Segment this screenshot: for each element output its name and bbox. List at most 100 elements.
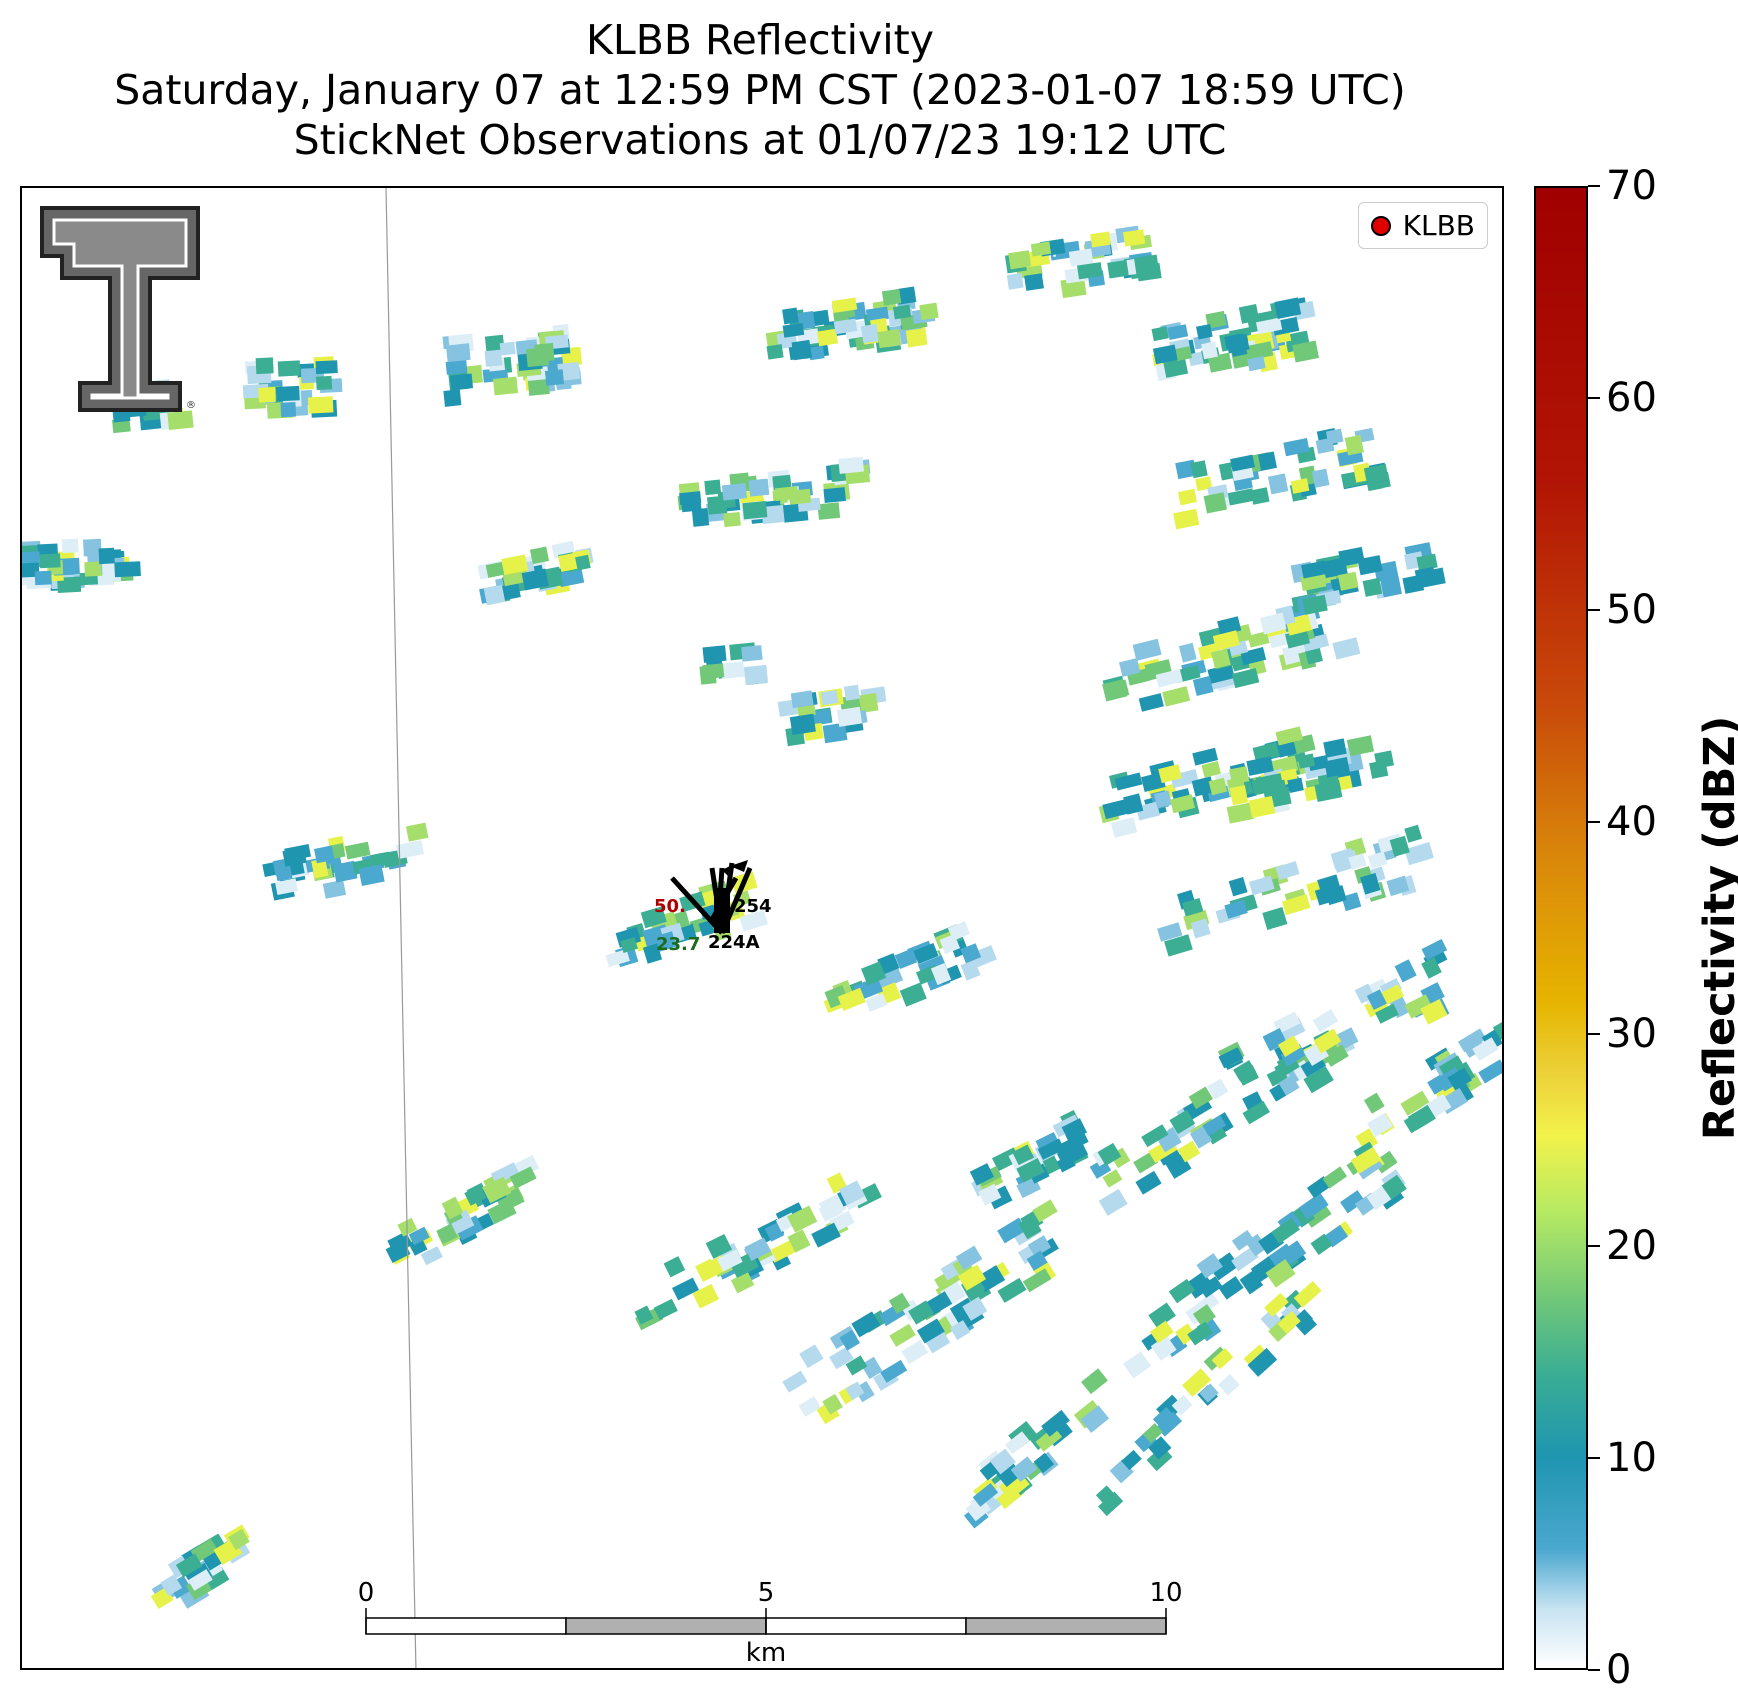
echo-cell [436,1223,458,1245]
echo-cell [791,339,812,361]
echo-cell [1404,842,1434,866]
echo-cell [1016,1158,1045,1183]
echo-cell [1337,571,1359,591]
echo-cell [820,690,839,706]
echo-cell [798,1396,821,1417]
echo-cell [787,1205,818,1233]
wind-barb-flag-icon [722,860,748,878]
echo-cell [930,963,952,986]
echo-cell [1123,793,1144,815]
echo-cell [315,360,338,375]
echo-cell [1207,1078,1229,1100]
scale-bar [365,1608,1167,1635]
echo-cell [490,1162,520,1185]
echo-cell [61,538,79,554]
echo-cell [1026,1250,1048,1271]
echo-cell [1375,1003,1399,1024]
scale-label-5: 5 [757,1578,775,1608]
echo-cell [282,847,307,867]
echo-cell [972,1482,999,1507]
echo-cell [962,1296,988,1321]
echo-cell [280,402,297,418]
echo-cell [969,945,997,969]
echo-cell [723,511,741,528]
echo-cell [484,349,503,367]
echo-cell [851,1311,881,1338]
radar-site-marker-icon [1370,215,1391,236]
echo-cell [1018,1215,1042,1240]
echo-cell [1167,324,1189,340]
echo-cell [1265,1259,1296,1288]
echo-cell [1227,488,1255,506]
echo-cell [1245,1233,1268,1257]
echo-cell [1330,847,1356,870]
echo-cell [744,1237,771,1261]
echo-cell [1304,647,1323,665]
echo-cell [1090,231,1111,248]
echo-cell [1278,1074,1300,1096]
echo-cell [1164,934,1193,957]
echo-cell [829,1346,854,1370]
radar-map: ® 50. 254 23.7 224A 0 5 10 km KLBB [20,186,1504,1670]
echo-cell [1196,323,1213,340]
echo-cell [919,302,939,321]
echo-cell [1279,1240,1307,1266]
echo-cell [1080,1405,1110,1433]
echo-cell [1077,262,1103,280]
echo-cell [1386,875,1410,897]
echo-cell [1212,630,1240,651]
echo-cell [893,304,912,320]
echo-cell [1224,899,1248,919]
echo-cell [845,1355,868,1376]
echo-cell [704,479,722,496]
echo-cell [1461,1034,1486,1058]
echo-cell [1472,1037,1499,1061]
map-legend: KLBB [1357,202,1488,249]
echo-cell [901,1339,929,1365]
echo-cell [1325,428,1344,445]
scale-unit: km [745,1638,787,1668]
echo-cell [1142,1423,1163,1444]
echo-cell [1061,1118,1088,1142]
echo-cell [1404,994,1433,1019]
echo-cell [1317,874,1341,895]
echo-cell [1312,1009,1339,1033]
echo-cell [833,318,858,335]
echo-cell [716,1249,743,1272]
echo-cell [1394,959,1417,983]
echo-cell [702,645,727,663]
echo-cell [160,1574,183,1597]
echo-cell [1314,780,1343,802]
echo-cell [642,943,663,964]
echo-cell [1207,663,1235,684]
sticknet-stations: 50. 254 23.7 224A [654,860,772,955]
echo-cell [446,343,471,363]
echo-cell [905,327,928,348]
echo-cell [1181,898,1204,917]
echo-cell [1035,1426,1063,1452]
echo-cell [1105,679,1130,700]
echo-cell [1334,1027,1359,1051]
echo-cell [889,1323,916,1347]
echo-cell [1178,642,1197,663]
echo-cell [1323,738,1347,758]
colorbar-tick-mark [1588,1669,1600,1671]
echo-cell [1169,1109,1196,1135]
echo-cell [527,378,550,396]
echo-cell [1210,648,1231,669]
echo-cell [837,987,866,1011]
echo-cell [1287,777,1304,793]
echo-cell [1173,508,1200,530]
echo-cell [449,373,474,391]
echo-cell [1199,1383,1219,1403]
echo-cell [1310,1233,1333,1256]
echo-cell [1324,1044,1349,1067]
echo-cell [839,1329,861,1351]
echo-cell [1322,1166,1348,1189]
echo-cell [1262,906,1288,930]
colorbar-title: Reflectivity (dBZ) [1695,715,1738,1141]
echo-cell [1123,1351,1152,1379]
echo-cell [741,645,763,662]
echo-cell [1177,488,1198,506]
echo-cell [1141,1124,1169,1148]
